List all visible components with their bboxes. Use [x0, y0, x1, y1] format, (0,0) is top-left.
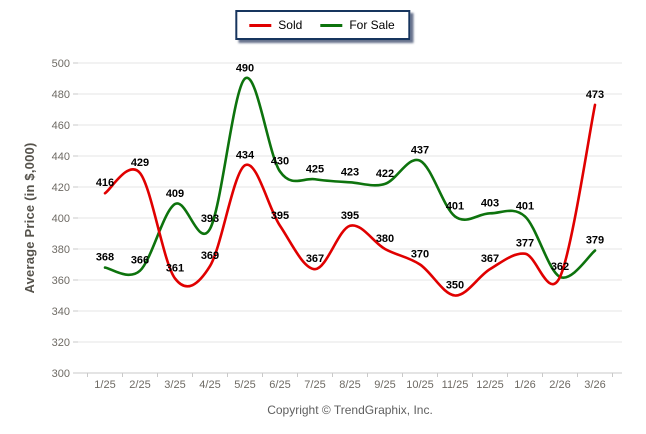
x-tick-label: 7/25 [304, 379, 325, 391]
x-tick-label: 1/26 [514, 379, 535, 391]
data-label-sold: 369 [201, 250, 219, 262]
data-label-for-sale: 423 [341, 166, 359, 178]
x-tick-label: 3/26 [584, 379, 605, 391]
y-tick-label: 380 [52, 244, 70, 256]
data-label-sold: 395 [341, 210, 359, 222]
data-label-for-sale: 403 [481, 197, 499, 209]
data-label-sold: 473 [586, 89, 604, 101]
data-label-for-sale: 430 [271, 156, 289, 168]
sold-line-swatch [249, 23, 272, 27]
x-tick-label: 9/25 [374, 379, 395, 391]
y-tick-label: 460 [52, 120, 70, 132]
data-label-for-sale: 401 [446, 200, 464, 212]
legend-label-for-sale: For Sale [349, 18, 395, 32]
data-label-sold: 350 [446, 280, 464, 292]
data-label-for-sale: 368 [96, 252, 114, 264]
y-tick-label: 320 [52, 337, 70, 349]
data-label-for-sale: 401 [516, 200, 534, 212]
data-label-sold: 434 [236, 149, 255, 161]
legend-item-sold: Sold [249, 18, 302, 32]
series-line-sold [103, 103, 597, 297]
data-label-for-sale: 422 [376, 168, 394, 180]
data-label-for-sale: 366 [131, 255, 149, 267]
chart-legend: Sold For Sale [235, 10, 411, 40]
data-label-sold: 380 [376, 233, 394, 245]
x-tick-label: 2/26 [549, 379, 570, 391]
x-tick-label: 2/25 [129, 379, 150, 391]
data-label-for-sale: 437 [411, 145, 429, 157]
data-label-for-sale: 425 [306, 163, 324, 175]
data-label-sold: 429 [131, 157, 149, 169]
x-tick-label: 6/25 [269, 379, 290, 391]
data-label-sold: 367 [306, 253, 324, 265]
data-label-for-sale: 490 [236, 63, 254, 75]
x-tick-label: 4/25 [199, 379, 220, 391]
x-tick-label: 5/25 [234, 379, 255, 391]
data-label-for-sale: 409 [166, 188, 184, 200]
y-tick-label: 360 [52, 275, 70, 287]
y-tick-label: 400 [52, 213, 70, 225]
data-label-for-sale: 362 [551, 261, 569, 273]
x-tick-label: 11/25 [442, 379, 469, 391]
legend-label-sold: Sold [278, 18, 303, 32]
y-tick-label: 440 [52, 151, 70, 163]
data-label-for-sale: 393 [201, 213, 219, 225]
data-label-sold: 367 [481, 253, 499, 265]
x-tick-label: 12/25 [476, 379, 504, 391]
legend-item-for-sale: For Sale [320, 18, 395, 32]
y-tick-label: 300 [52, 368, 70, 380]
data-label-sold: 370 [411, 249, 429, 261]
data-label-sold: 361 [166, 262, 184, 274]
copyright-text: Copyright © TrendGraphix, Inc. [267, 403, 433, 417]
y-tick-label: 420 [52, 182, 70, 194]
data-label-for-sale: 379 [586, 235, 604, 247]
y-tick-label: 480 [52, 89, 70, 101]
y-tick-label: 340 [52, 306, 70, 318]
x-tick-label: 8/25 [339, 379, 360, 391]
data-label-sold: 395 [271, 210, 289, 222]
x-tick-label: 10/25 [406, 379, 434, 391]
x-tick-label: 3/25 [164, 379, 185, 391]
for-sale-line-swatch [320, 23, 343, 27]
data-label-sold: 377 [516, 238, 534, 250]
series-line-for-sale [103, 76, 597, 279]
y-tick-label: 500 [52, 58, 70, 70]
x-tick-label: 1/25 [94, 379, 115, 391]
data-label-sold: 416 [96, 177, 114, 189]
